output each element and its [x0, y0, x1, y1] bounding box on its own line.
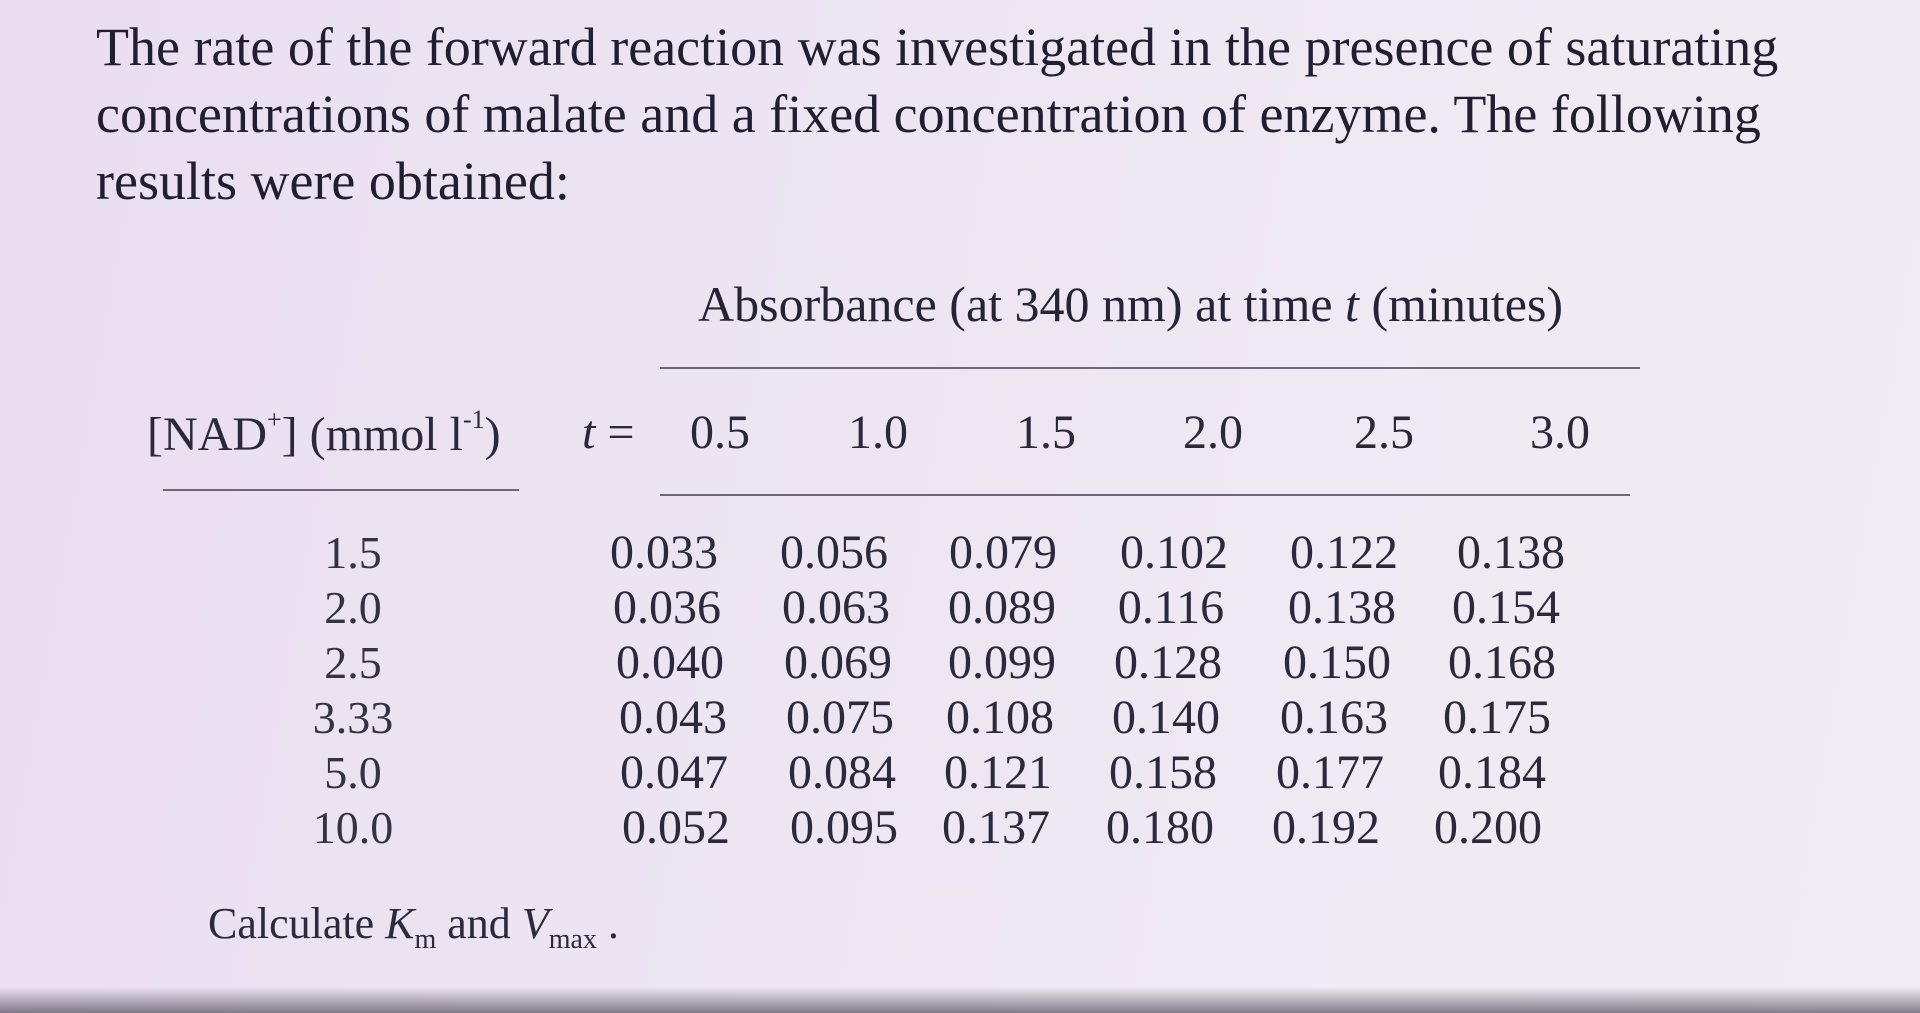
absorbance-cell: 0.033 — [610, 526, 718, 579]
time-variable-header: t — [582, 406, 596, 459]
absorbance-cell: 0.163 — [1280, 691, 1388, 744]
header-rule-right — [660, 494, 1630, 496]
time-header-1: 0.5 — [690, 406, 750, 459]
absorbance-cell: 0.175 — [1443, 691, 1551, 744]
nad-concentration-cell: 10.0 — [312, 802, 394, 853]
absorbance-cell: 0.200 — [1434, 801, 1542, 854]
intro-line-1: The rate of the forward reaction was inv… — [96, 17, 1779, 77]
absorbance-cell: 0.063 — [782, 581, 890, 634]
absorbance-cell: 0.040 — [616, 636, 724, 689]
absorbance-cell: 0.192 — [1272, 801, 1380, 854]
nad-concentration-cell: 2.5 — [324, 637, 382, 688]
absorbance-cell: 0.095 — [790, 801, 898, 854]
absorbance-cell: 0.052 — [622, 801, 730, 854]
nad-concentration-cell: 1.5 — [324, 527, 382, 578]
absorbance-cell: 0.108 — [946, 691, 1054, 744]
time-equals-label: t = — [582, 406, 635, 459]
absorbance-cell: 0.079 — [949, 526, 1057, 579]
time-header-5: 2.5 — [1354, 406, 1414, 459]
absorbance-cell: 0.150 — [1283, 636, 1391, 689]
absorbance-cell: 0.102 — [1120, 526, 1228, 579]
absorbance-column-caption: Absorbance (at 340 nm) at time t (minute… — [698, 276, 1564, 332]
absorbance-cell: 0.099 — [948, 636, 1056, 689]
question-text: Calculate Km and Vmax . — [208, 898, 619, 956]
absorbance-cell: 0.075 — [786, 691, 894, 744]
absorbance-cell: 0.089 — [948, 581, 1056, 634]
km-subscript: m — [414, 924, 437, 955]
absorbance-cell: 0.121 — [944, 746, 1052, 799]
intro-line-2: concentrations of malate and a fixed con… — [96, 84, 1761, 144]
absorbance-cell: 0.180 — [1106, 801, 1214, 854]
time-header-2: 1.0 — [848, 406, 908, 459]
absorbance-cell: 0.116 — [1117, 581, 1225, 634]
absorbance-cell: 0.128 — [1114, 636, 1222, 689]
intro-paragraph: The rate of the forward reaction was inv… — [96, 14, 1836, 215]
absorbance-cell: 0.122 — [1290, 526, 1398, 579]
question-end: . — [596, 899, 619, 948]
absorbance-cell: 0.158 — [1109, 746, 1217, 799]
absorbance-cell: 0.140 — [1112, 691, 1220, 744]
absorbance-cell: 0.043 — [619, 691, 727, 744]
time-header-6: 3.0 — [1530, 406, 1590, 459]
time-header-3: 1.5 — [1016, 406, 1076, 459]
nad-charge-superscript: + — [266, 405, 282, 434]
absorbance-cell: 0.177 — [1276, 746, 1384, 799]
nad-concentration-cell: 5.0 — [324, 747, 382, 798]
nad-caption-prefix: [NAD — [147, 408, 267, 461]
absorbance-cell: 0.138 — [1457, 526, 1565, 579]
absorbance-cell: 0.084 — [788, 746, 896, 799]
absorbance-cell: 0.154 — [1452, 581, 1560, 634]
header-rule-top — [660, 367, 1640, 369]
absorbance-cell: 0.036 — [613, 581, 721, 634]
vmax-symbol: V — [521, 899, 549, 948]
absorbance-cell: 0.056 — [780, 526, 888, 579]
nad-concentration-cell: 3.33 — [312, 692, 394, 743]
vmax-subscript: max — [548, 924, 597, 955]
question-middle: and — [436, 899, 522, 948]
absorbance-cell: 0.138 — [1288, 581, 1396, 634]
nad-concentration-caption: [NAD+] (mmol l-1) — [147, 405, 501, 462]
question-prefix: Calculate — [208, 899, 386, 948]
absorbance-cell: 0.047 — [620, 746, 728, 799]
bottom-edge-shadow — [0, 987, 1920, 1013]
unit-exponent: -1 — [462, 405, 485, 434]
absorbance-cell: 0.168 — [1448, 636, 1556, 689]
header-rule-left — [163, 489, 519, 491]
absorbance-cell: 0.137 — [942, 801, 1050, 854]
km-symbol: K — [385, 899, 415, 948]
time-header-4: 2.0 — [1183, 406, 1243, 459]
time-variable: t — [1345, 276, 1359, 332]
nad-caption-close: ) — [484, 408, 501, 461]
intro-line-3: results were obtained: — [96, 151, 570, 211]
nad-caption-unit: ] (mmol l — [281, 408, 463, 461]
absorbance-cell: 0.069 — [784, 636, 892, 689]
nad-concentration-cell: 2.0 — [324, 582, 382, 633]
absorbance-cell: 0.184 — [1438, 746, 1546, 799]
